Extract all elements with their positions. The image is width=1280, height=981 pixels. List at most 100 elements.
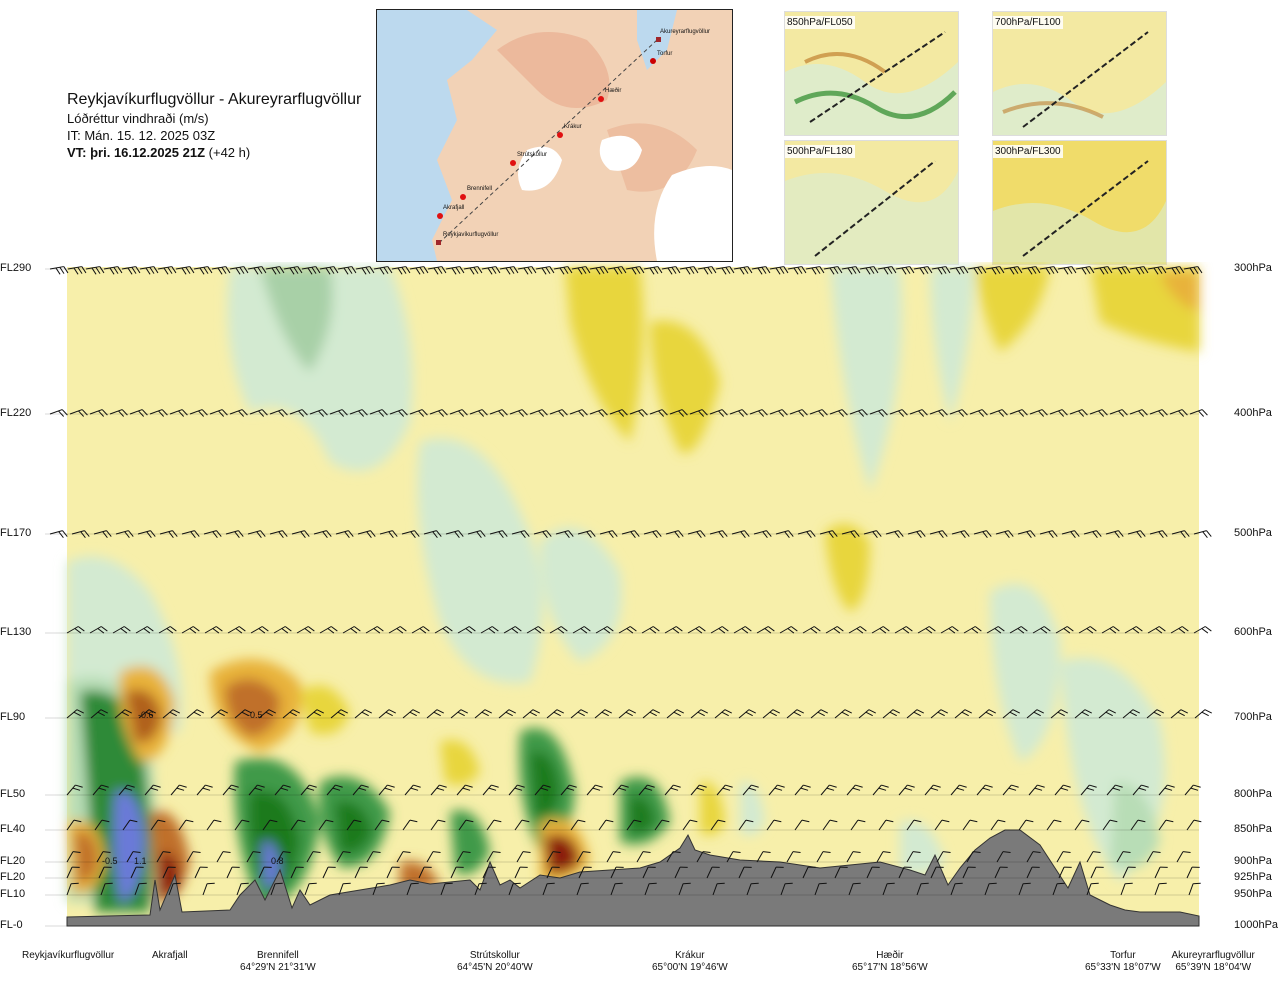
wind-barb bbox=[354, 866, 368, 879]
wind-barb bbox=[378, 784, 395, 796]
wind-barb bbox=[1075, 266, 1095, 275]
wind-barb bbox=[248, 784, 265, 796]
wind-barb bbox=[467, 530, 486, 538]
wind-barb bbox=[877, 266, 897, 275]
wind-barb bbox=[664, 784, 681, 796]
wind-barb bbox=[542, 882, 555, 896]
right-axis-label: 950hPa bbox=[1234, 888, 1272, 900]
wind-barb bbox=[1003, 266, 1023, 275]
wind-barb bbox=[440, 882, 453, 896]
wind-barb bbox=[202, 882, 215, 896]
wind-barb bbox=[514, 819, 530, 831]
wind-barb bbox=[822, 819, 838, 831]
wind-barb bbox=[1098, 709, 1116, 719]
wind-barb bbox=[129, 409, 148, 417]
wind-barb bbox=[641, 626, 660, 634]
location-coord: 65°39'N 18°04'W bbox=[1175, 962, 1252, 973]
wind-barb bbox=[289, 409, 308, 417]
wind-barb bbox=[929, 530, 948, 538]
wind-barb bbox=[841, 266, 861, 275]
wind-barb bbox=[706, 866, 720, 879]
chart-annotation-label: -0.5 bbox=[247, 710, 263, 720]
wind-barb bbox=[1170, 709, 1188, 719]
wind-barb bbox=[516, 851, 531, 863]
left-axis-label: FL40 bbox=[0, 823, 26, 835]
wind-barb bbox=[929, 409, 948, 417]
location-name: Strútskollur bbox=[469, 950, 520, 961]
wind-barb bbox=[878, 819, 894, 831]
wind-barb bbox=[130, 866, 144, 879]
wind-barb bbox=[225, 530, 244, 538]
wind-barb bbox=[121, 266, 141, 275]
wind-barb bbox=[373, 266, 393, 275]
wind-barb bbox=[1193, 626, 1212, 634]
wind-barb bbox=[66, 851, 81, 863]
wind-barb bbox=[481, 266, 501, 275]
wind-barb bbox=[66, 709, 84, 719]
wind-barb bbox=[346, 819, 362, 831]
wind-barb bbox=[335, 530, 354, 538]
left-axis-label: FL130 bbox=[0, 626, 32, 638]
wind-barb bbox=[1028, 784, 1045, 796]
wind-barb bbox=[181, 530, 200, 538]
left-axis-label: FL220 bbox=[0, 407, 32, 419]
wind-barb bbox=[898, 784, 915, 796]
wind-barb bbox=[196, 784, 213, 796]
wind-barb bbox=[714, 709, 732, 719]
wind-barb bbox=[234, 709, 252, 719]
map-label-krakur: Krákur bbox=[564, 124, 582, 130]
wind-barb bbox=[643, 530, 662, 538]
wind-barb bbox=[1032, 626, 1051, 634]
wind-barb bbox=[430, 784, 447, 796]
wind-barb bbox=[139, 266, 159, 275]
wind-barb bbox=[406, 882, 419, 896]
wind-barb bbox=[967, 266, 987, 275]
wind-barb bbox=[498, 709, 516, 719]
wind-barb bbox=[109, 409, 128, 417]
wind-barb bbox=[66, 626, 85, 634]
wind-barb bbox=[159, 530, 178, 538]
wind-barb bbox=[555, 530, 574, 538]
wind-barb bbox=[697, 266, 717, 275]
chart-annotation-label: 1.1 bbox=[134, 856, 147, 866]
wind-barb bbox=[369, 409, 388, 417]
wind-barb bbox=[834, 709, 852, 719]
wind-barb bbox=[112, 626, 131, 634]
wind-barb bbox=[786, 851, 801, 863]
chart-annotation-label: -0.6 bbox=[138, 710, 154, 720]
wind-barb bbox=[206, 819, 222, 831]
mini-map-500: 500hPa/FL180 bbox=[784, 140, 959, 265]
wind-barb bbox=[951, 530, 970, 538]
wind-barb bbox=[430, 819, 446, 831]
wind-barb bbox=[474, 882, 487, 896]
wind-barb bbox=[1056, 851, 1071, 863]
wind-barb bbox=[629, 409, 648, 417]
wind-barb bbox=[1050, 709, 1068, 719]
wind-barb bbox=[976, 784, 993, 796]
wind-barb bbox=[138, 709, 156, 719]
wind-barb bbox=[849, 409, 868, 417]
mini-map-850-graphic bbox=[785, 12, 958, 135]
location-coord: 64°29'N 21°31'W bbox=[240, 962, 316, 973]
location-label: Brennifell 64°29'N 21°31'W bbox=[240, 950, 316, 974]
wind-barb bbox=[560, 784, 577, 796]
wind-barb bbox=[654, 819, 670, 831]
location-name: Torfur bbox=[1110, 950, 1136, 961]
wind-barb bbox=[426, 851, 441, 863]
wind-barb bbox=[402, 709, 420, 719]
wind-barb bbox=[876, 851, 891, 863]
wind-barb bbox=[1165, 266, 1185, 275]
wind-barb bbox=[1054, 784, 1071, 796]
wind-barb bbox=[749, 409, 768, 417]
wind-barb bbox=[482, 784, 499, 796]
wind-barb bbox=[869, 409, 888, 417]
wind-barb bbox=[246, 851, 261, 863]
wind-barb bbox=[816, 851, 831, 863]
chart-annotation-label: -0.5 bbox=[102, 856, 118, 866]
wind-barb bbox=[1132, 784, 1149, 796]
wind-barb bbox=[909, 409, 928, 417]
wind-barb bbox=[846, 851, 861, 863]
wind-barb bbox=[848, 626, 867, 634]
wind-barb bbox=[986, 626, 1005, 634]
terrain-profile bbox=[66, 829, 1200, 927]
